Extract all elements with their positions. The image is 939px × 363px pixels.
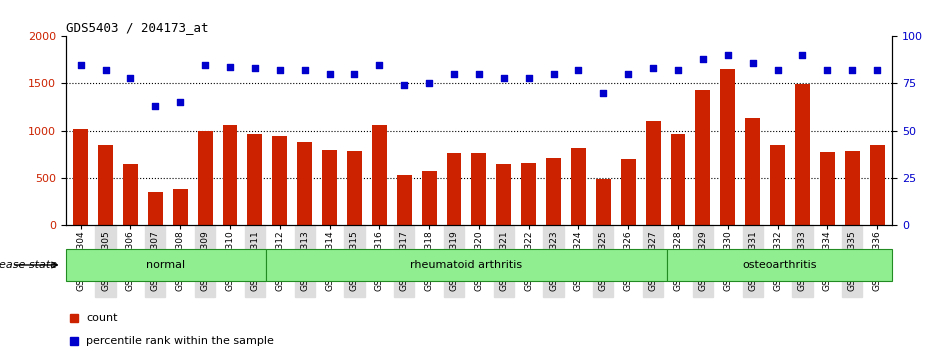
Point xyxy=(820,68,835,73)
Text: osteoarthritis: osteoarthritis xyxy=(742,260,817,270)
Bar xyxy=(795,85,810,225)
Bar xyxy=(845,151,860,225)
Bar xyxy=(247,134,262,225)
Text: count: count xyxy=(86,313,118,323)
Bar xyxy=(870,145,885,225)
Point xyxy=(471,71,486,77)
FancyBboxPatch shape xyxy=(667,249,892,281)
Bar xyxy=(98,145,113,225)
Point xyxy=(795,52,810,58)
Point xyxy=(372,62,387,68)
Point xyxy=(123,75,138,81)
FancyBboxPatch shape xyxy=(266,249,667,281)
Point xyxy=(646,65,661,71)
Point xyxy=(546,71,562,77)
Bar xyxy=(770,145,785,225)
Point xyxy=(845,68,860,73)
Bar xyxy=(147,192,162,225)
Point xyxy=(571,68,586,73)
Bar xyxy=(173,189,188,225)
Bar xyxy=(596,179,610,225)
Text: normal: normal xyxy=(146,260,186,270)
Point xyxy=(223,64,238,69)
Text: rheumatoid arthritis: rheumatoid arthritis xyxy=(410,260,522,270)
Point xyxy=(422,81,437,86)
Bar xyxy=(422,171,437,225)
Point xyxy=(396,82,411,88)
Point xyxy=(446,71,461,77)
Point xyxy=(497,75,512,81)
Point xyxy=(322,71,337,77)
Text: percentile rank within the sample: percentile rank within the sample xyxy=(86,336,274,346)
Bar xyxy=(322,151,337,225)
Bar xyxy=(123,164,138,225)
Bar xyxy=(497,164,511,225)
Point xyxy=(746,60,761,66)
Point xyxy=(297,68,312,73)
Bar xyxy=(746,118,761,225)
Text: GDS5403 / 204173_at: GDS5403 / 204173_at xyxy=(66,21,208,34)
Bar xyxy=(646,121,660,225)
Bar xyxy=(670,134,685,225)
Point xyxy=(870,68,885,73)
Bar xyxy=(447,153,461,225)
Point xyxy=(696,56,711,62)
Point xyxy=(73,62,88,68)
Point xyxy=(621,71,636,77)
Bar xyxy=(720,69,735,225)
Point xyxy=(346,71,362,77)
Point xyxy=(521,75,536,81)
Point xyxy=(247,65,262,71)
Point xyxy=(98,68,113,73)
Bar xyxy=(197,131,212,225)
Point xyxy=(173,99,188,105)
Bar xyxy=(347,151,362,225)
Bar xyxy=(696,90,711,225)
Bar xyxy=(272,136,287,225)
Point xyxy=(670,68,685,73)
Bar xyxy=(298,143,312,225)
Bar xyxy=(521,163,536,225)
FancyBboxPatch shape xyxy=(66,249,266,281)
Bar xyxy=(546,158,561,225)
Point xyxy=(147,103,162,109)
Bar xyxy=(73,129,88,225)
Point xyxy=(720,52,735,58)
Point xyxy=(197,62,212,68)
Bar xyxy=(820,152,835,225)
Point xyxy=(770,68,785,73)
Bar xyxy=(372,125,387,225)
Bar xyxy=(621,159,636,225)
Bar xyxy=(223,125,238,225)
Text: disease state: disease state xyxy=(0,260,57,270)
Bar xyxy=(471,153,486,225)
Point xyxy=(596,90,611,96)
Point xyxy=(272,68,287,73)
Bar xyxy=(571,148,586,225)
Bar xyxy=(397,175,411,225)
